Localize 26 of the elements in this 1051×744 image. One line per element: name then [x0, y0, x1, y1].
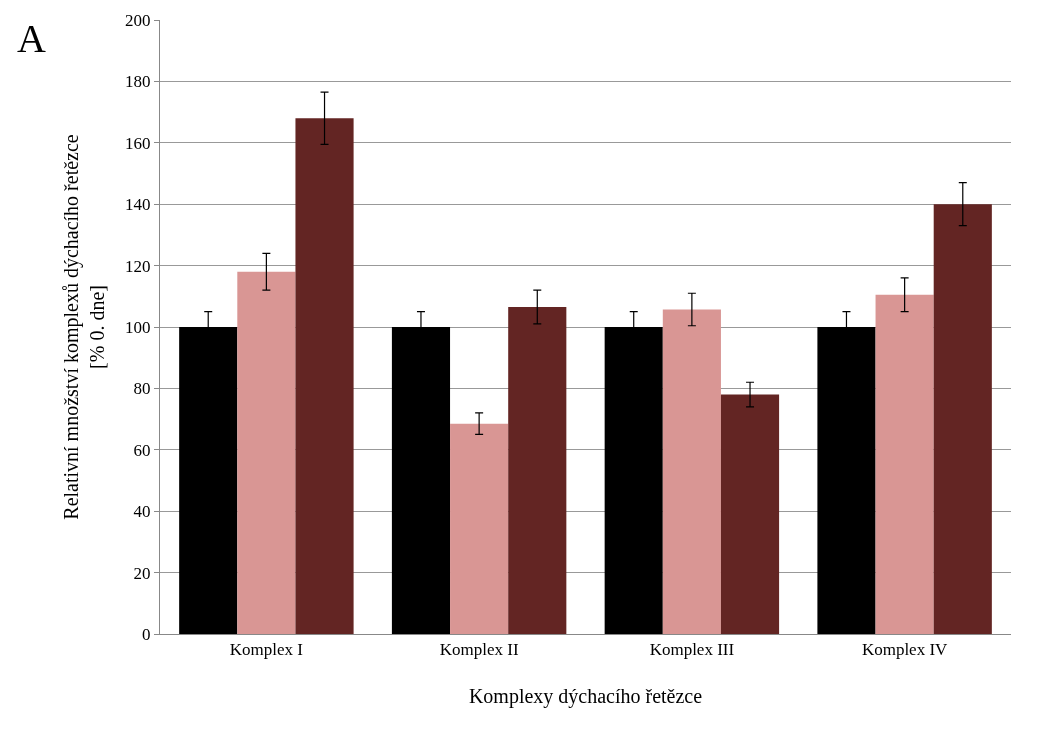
y-tick-label: 180 — [125, 72, 151, 92]
y-tick-label: 60 — [133, 440, 151, 460]
y-axis-title: Relativní množství komplexů dýchacího řetězce [% 0. dne] — [59, 134, 108, 520]
bar — [875, 294, 934, 634]
bar — [450, 423, 509, 634]
y-tick-label: 100 — [125, 317, 151, 337]
y-tick-label: 120 — [125, 256, 151, 276]
bar — [237, 271, 296, 634]
y-tick-label: 200 — [125, 10, 151, 30]
y-tick-label: 20 — [133, 563, 151, 583]
y-tick-label: 80 — [133, 379, 151, 399]
y-tick-label: 40 — [133, 502, 151, 522]
y-tick-label: 140 — [125, 195, 151, 215]
y-tick-label: 0 — [142, 624, 151, 644]
bar — [662, 309, 721, 634]
x-tick-label: Komplex I — [229, 640, 304, 660]
x-tick-label: Komplex III — [649, 640, 735, 660]
x-axis-title: Komplexy dýchacího řetězce — [468, 684, 703, 708]
x-tick-label: Komplex II — [439, 640, 519, 660]
bar — [933, 204, 992, 634]
bar — [295, 118, 354, 634]
bar — [508, 307, 567, 634]
bar — [720, 394, 780, 634]
y-tick-label: 160 — [125, 133, 151, 153]
x-tick-label: Komplex IV — [861, 640, 949, 660]
text: A — [17, 16, 46, 61]
